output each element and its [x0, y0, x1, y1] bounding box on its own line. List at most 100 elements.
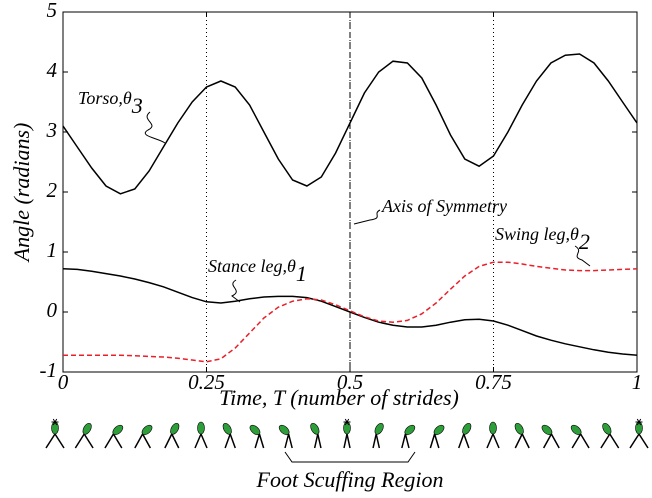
walker-leg	[600, 433, 611, 449]
walker-leg	[571, 433, 582, 449]
walker-leg	[514, 433, 523, 449]
walker-torso	[374, 422, 384, 435]
walker-torso	[82, 422, 92, 435]
y-tick-label: 4	[47, 58, 58, 82]
walker-torso	[310, 422, 320, 435]
annotation: Torso,θ3	[78, 88, 143, 118]
x-tick-label: 1	[632, 370, 643, 394]
walker-leg	[372, 433, 377, 449]
annotation: Stance leg,θ1	[208, 256, 307, 286]
y-axis-label: Angle (radians)	[9, 123, 34, 264]
walker-torso	[602, 422, 612, 435]
walker-leg	[254, 433, 261, 449]
walker-leg	[401, 433, 407, 449]
x-tick-label: 0.75	[475, 370, 512, 394]
walker-torso	[462, 422, 472, 435]
x-axis-label: Time, T (number of strides)	[219, 385, 459, 410]
walker-torso	[570, 424, 582, 436]
annotation-text: Axis of Symmetry	[381, 196, 507, 216]
walker-torso	[278, 424, 290, 436]
region-bracket	[284, 451, 416, 463]
walker-torso	[141, 424, 153, 436]
walker-leg	[194, 433, 202, 449]
walker-leg	[463, 433, 470, 449]
callout	[144, 111, 166, 144]
walker-leg	[433, 433, 440, 449]
y-tick-label: 5	[47, 0, 58, 22]
walker-leg	[609, 433, 620, 449]
walker-leg	[346, 433, 351, 449]
walker-leg	[284, 433, 290, 449]
walker-torso	[249, 424, 261, 436]
callout	[231, 279, 241, 303]
walker-leg	[74, 433, 85, 449]
walker-leg	[229, 433, 236, 449]
y-tick-label: 0	[47, 298, 58, 322]
walker-leg	[104, 433, 115, 449]
walker-torso	[635, 421, 643, 435]
walker-leg	[542, 433, 553, 449]
walker-leg	[164, 433, 173, 449]
walker-marker	[52, 418, 58, 426]
x-tick-label: 0.5	[337, 370, 363, 394]
annotation: Swing leg,θ2	[495, 224, 590, 254]
callout	[353, 209, 381, 225]
callout	[574, 245, 591, 267]
walker-torso	[51, 421, 59, 435]
x-tick-label: 0.25	[188, 370, 225, 394]
walker-leg	[317, 433, 322, 449]
y-tick-label: 1	[47, 238, 58, 262]
annotation: Axis of Symmetry	[381, 196, 507, 216]
y-tick-label: 3	[46, 118, 58, 142]
walker-leg	[83, 433, 94, 449]
walker-leg	[458, 433, 465, 449]
walker-leg	[45, 433, 56, 449]
walker-torso	[197, 421, 205, 435]
y-tick-label: 2	[47, 178, 58, 202]
walker-leg	[141, 433, 152, 449]
walker-leg	[134, 433, 144, 449]
annotation-subscript: 3	[131, 93, 143, 118]
walker-leg	[486, 433, 494, 449]
series-line	[63, 261, 638, 363]
walker-marker	[636, 418, 642, 426]
walker-torso	[222, 422, 232, 435]
walker-leg	[375, 433, 381, 449]
walker-leg	[171, 433, 180, 449]
y-tick-label: -1	[40, 358, 58, 382]
walker-marker	[344, 418, 350, 426]
walker-leg	[579, 433, 590, 449]
region-label: Foot Scuffing Region	[256, 467, 444, 492]
annotation-text: Swing leg,θ	[495, 224, 579, 244]
walker-torso	[514, 422, 524, 435]
walker-leg	[429, 433, 436, 449]
walker-leg	[404, 433, 410, 449]
x-tick-label: 0	[58, 370, 69, 394]
annotation-subscript: 1	[296, 261, 307, 286]
annotation-text: Torso,θ	[78, 88, 132, 108]
walker-leg	[287, 433, 293, 449]
walker-torso	[489, 421, 497, 435]
walker-torso	[404, 424, 416, 436]
walker-torso	[170, 422, 180, 435]
walker-leg	[200, 433, 208, 449]
walker-leg	[629, 433, 640, 449]
walker-leg	[343, 433, 348, 449]
walker-leg	[224, 433, 231, 449]
walker-leg	[54, 433, 65, 449]
walker-leg	[521, 433, 530, 449]
walker-leg	[258, 433, 265, 449]
walker-leg	[492, 433, 500, 449]
walker-torso	[343, 421, 351, 435]
walker-leg	[638, 433, 649, 449]
walker-leg	[550, 433, 560, 449]
walker-leg	[112, 433, 123, 449]
walker-torso	[433, 424, 445, 436]
walker-leg	[313, 433, 319, 449]
annotation-subscript: 2	[579, 229, 590, 254]
walker-torso	[112, 424, 124, 436]
annotation-text: Stance leg,θ	[208, 256, 296, 276]
walker-torso	[541, 424, 553, 436]
walker-strip	[45, 418, 649, 449]
